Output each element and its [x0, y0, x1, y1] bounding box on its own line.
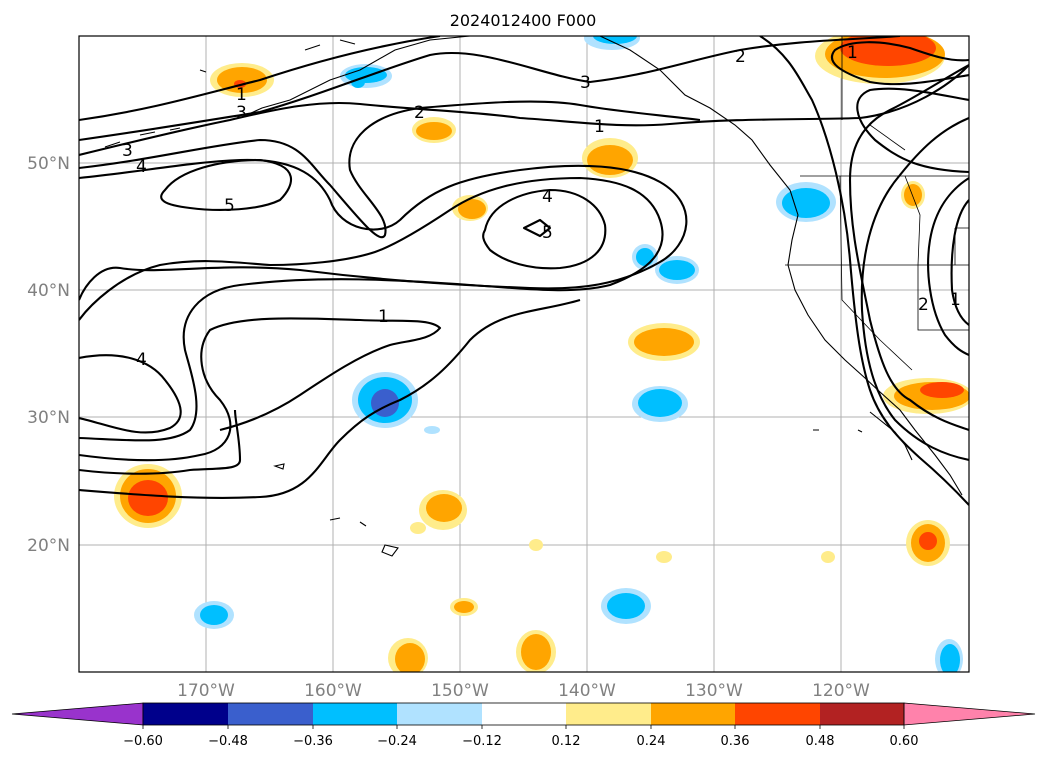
- lat-label-20n: 20°N: [27, 536, 70, 556]
- longitude-labels: 170°W 160°W 150°W 140°W 130°W 120°W: [177, 681, 870, 701]
- contour-label: 5: [542, 223, 553, 243]
- map-frame: [78, 35, 970, 673]
- colorbar-tick-label: −0.60: [123, 734, 163, 749]
- contour-label: 1: [847, 43, 858, 63]
- colorbar-segment: [735, 703, 820, 725]
- contour-label: 5: [224, 196, 235, 216]
- colorbar-tick-label: 0.48: [806, 734, 835, 749]
- contour-label: 3: [122, 141, 133, 161]
- colorbar-segment: [482, 703, 566, 725]
- contour-label: 2: [414, 103, 425, 123]
- latitude-labels: 50°N 40°N 30°N 20°N: [27, 154, 70, 556]
- map-title: 2024012400 F000: [450, 11, 597, 30]
- contour-label: 1: [950, 290, 961, 310]
- colorbar-segment: [313, 703, 397, 725]
- colorbar-extend-high: [903, 702, 1036, 726]
- colorbar-tick-label: 0.12: [552, 734, 581, 749]
- map-plot-area: [79, 36, 969, 672]
- colorbar-tick-label: 0.60: [890, 734, 919, 749]
- colorbar-segment: [143, 703, 228, 725]
- contour-label: 3: [236, 103, 247, 123]
- colorbar-segment: [566, 703, 651, 725]
- contour-label-group: 1 3 2 1 3 1 2 3 4 5 4 5 1 4 2 1: [122, 43, 961, 370]
- contour-label: 4: [136, 157, 147, 177]
- colorbar-segment: [228, 703, 313, 725]
- colorbar-tick-label: −0.48: [208, 734, 248, 749]
- contour-lines: [79, 36, 969, 506]
- lon-label-150w: 150°W: [431, 681, 489, 701]
- contour-label: 1: [236, 85, 247, 105]
- lon-label-130w: 130°W: [685, 681, 743, 701]
- contour-label: 1: [378, 307, 389, 327]
- contour-label: 3: [580, 73, 591, 93]
- lat-label-40n: 40°N: [27, 281, 70, 301]
- colorbar: −0.60 −0.48 −0.36 −0.24 −0.12 0.12 0.24 …: [11, 702, 1036, 749]
- colorbar-tick-label: 0.24: [637, 734, 666, 749]
- colorbar-tick-label: −0.36: [293, 734, 333, 749]
- contour-label: 4: [136, 350, 147, 370]
- contour-label: 4: [542, 187, 553, 207]
- lat-label-30n: 30°N: [27, 408, 70, 428]
- political-borders: [785, 36, 969, 371]
- lon-label-140w: 140°W: [558, 681, 616, 701]
- colorbar-extend-low: [11, 702, 144, 726]
- lon-label-160w: 160°W: [304, 681, 362, 701]
- colorbar-tick-label: −0.12: [462, 734, 502, 749]
- colorbar-segment: [397, 703, 482, 725]
- colorbar-tick-label: 0.36: [721, 734, 750, 749]
- colorbar-tick-label: −0.24: [377, 734, 417, 749]
- lat-label-50n: 50°N: [27, 154, 70, 174]
- colorbar-segment: [820, 703, 904, 725]
- colorbar-frame: [142, 702, 905, 726]
- lon-label-170w: 170°W: [177, 681, 235, 701]
- lon-label-120w: 120°W: [812, 681, 870, 701]
- contour-label: 1: [594, 117, 605, 137]
- contour-label: 2: [735, 47, 746, 67]
- colorbar-segment: [651, 703, 735, 725]
- contour-label: 2: [918, 295, 929, 315]
